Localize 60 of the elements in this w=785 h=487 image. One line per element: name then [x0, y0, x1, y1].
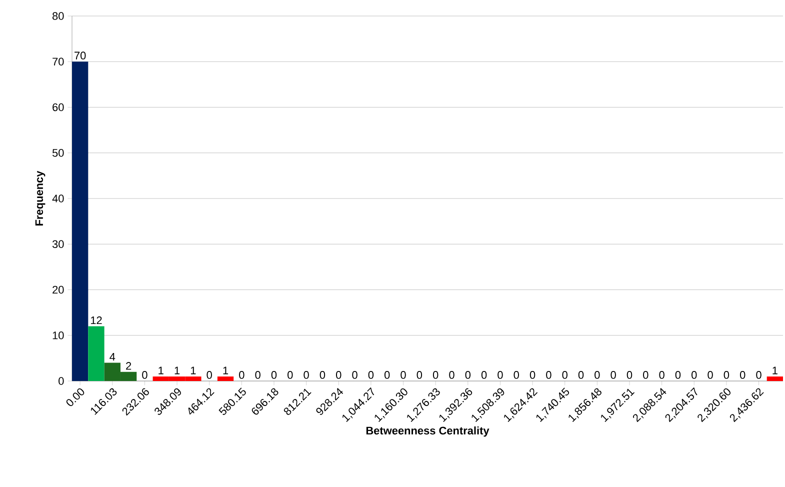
data-label: 0 [514, 371, 519, 379]
data-label: 0 [416, 371, 422, 379]
data-label: 0 [692, 371, 697, 379]
bar [72, 62, 88, 381]
data-label: 0 [498, 371, 503, 379]
data-label: 0 [546, 371, 552, 379]
data-label: 0 [465, 371, 471, 379]
data-label: 0 [142, 371, 148, 379]
data-label: 0 [724, 371, 730, 379]
x-tick-label: 0.00 [66, 388, 84, 406]
data-label: 0 [626, 371, 632, 379]
data-label: 0 [304, 371, 309, 379]
data-label: 0 [578, 371, 584, 379]
data-label: 0 [659, 371, 664, 379]
data-label: 0 [740, 371, 746, 379]
y-tick-label: 30 [52, 240, 64, 248]
y-tick-label: 80 [52, 12, 64, 20]
data-label: 1 [174, 366, 180, 374]
y-tick-label: 70 [52, 58, 64, 66]
data-label: 0 [368, 371, 374, 379]
x-axis-title: Betweenness Centrality [366, 426, 490, 437]
data-label: 0 [610, 371, 616, 379]
bar [766, 376, 784, 381]
data-label: 12 [90, 316, 102, 324]
y-tick-label: 10 [52, 332, 64, 340]
data-label: 4 [110, 353, 116, 361]
y-tick-label: 20 [52, 286, 64, 294]
y-tick-label: 50 [52, 149, 64, 157]
y-tick-label: 40 [52, 194, 64, 202]
y-tick-label: 60 [52, 103, 64, 112]
data-label: 1 [772, 366, 778, 374]
data-label: 1 [190, 366, 196, 374]
data-label: 0 [352, 371, 358, 379]
data-label: 0 [562, 371, 568, 379]
data-label: 2 [126, 362, 132, 370]
y-axis-title: Frequency [35, 170, 46, 226]
data-label: 0 [206, 371, 212, 379]
data-label: 0 [530, 371, 536, 379]
data-label: 0 [336, 371, 342, 379]
data-label: 1 [223, 366, 228, 374]
bar [217, 376, 234, 381]
data-label: 0 [271, 371, 277, 379]
data-label: 0 [675, 371, 681, 379]
data-label: 0 [594, 371, 600, 379]
data-label: 70 [74, 52, 86, 60]
data-label: 0 [756, 371, 762, 379]
data-label: 0 [708, 371, 713, 379]
data-label: 1 [158, 366, 164, 374]
data-label: 0 [384, 371, 390, 379]
data-label: 0 [643, 371, 648, 379]
data-label: 0 [400, 371, 406, 379]
data-label: 0 [481, 371, 487, 379]
bar [88, 326, 104, 381]
data-label: 0 [320, 371, 326, 379]
data-label: 0 [239, 371, 244, 379]
data-label: 0 [449, 371, 454, 379]
data-label: 0 [432, 371, 438, 379]
y-tick-label: 0 [58, 377, 64, 385]
data-label: 0 [255, 371, 260, 379]
data-label: 0 [288, 371, 293, 379]
